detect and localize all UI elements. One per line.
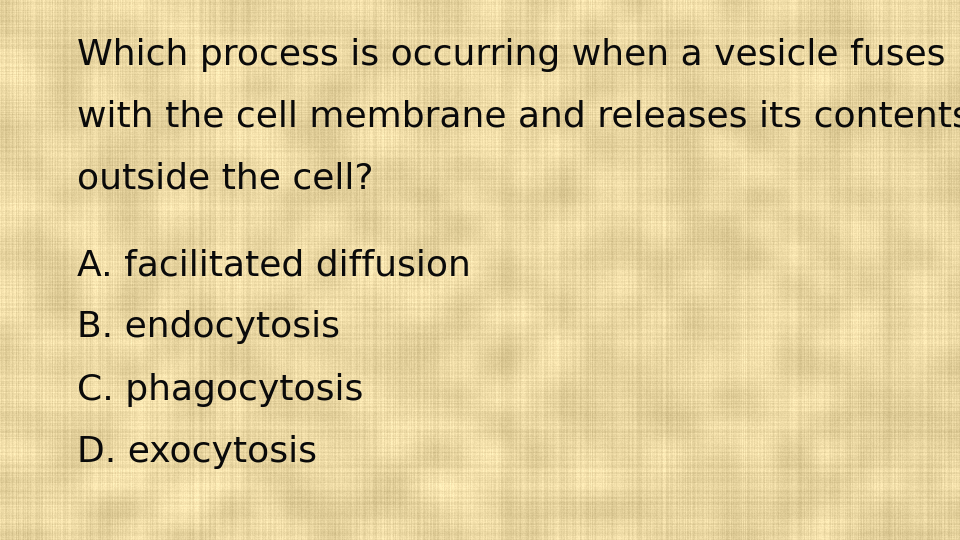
Text: Which process is occurring when a vesicle fuses: Which process is occurring when a vesicl… — [77, 38, 946, 72]
Text: outside the cell?: outside the cell? — [77, 162, 373, 196]
Text: B. endocytosis: B. endocytosis — [77, 310, 340, 345]
Text: A. facilitated diffusion: A. facilitated diffusion — [77, 248, 470, 282]
Text: C. phagocytosis: C. phagocytosis — [77, 373, 363, 407]
Text: with the cell membrane and releases its contents: with the cell membrane and releases its … — [77, 100, 960, 134]
Text: D. exocytosis: D. exocytosis — [77, 435, 317, 469]
